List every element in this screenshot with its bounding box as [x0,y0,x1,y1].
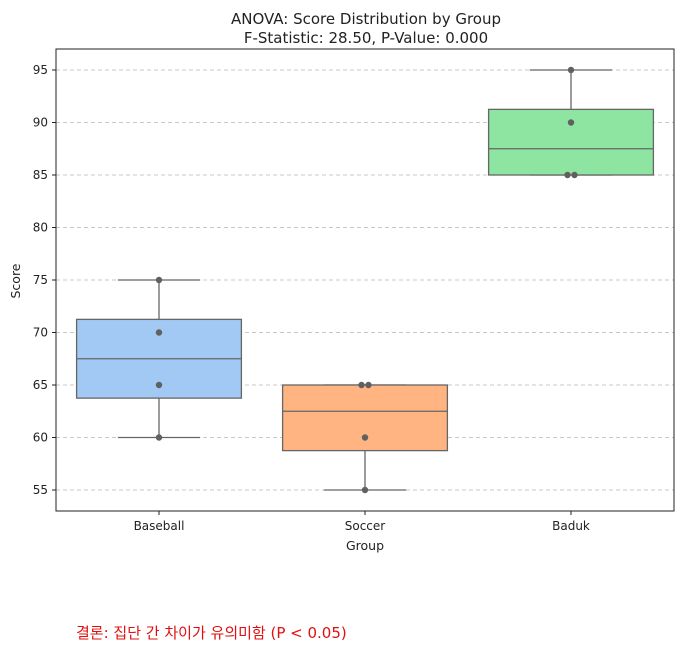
chart-subtitle: F-Statistic: 28.50, P-Value: 0.000 [244,29,488,47]
y-axis-label: Score [8,263,23,298]
y-tick-label: 70 [33,326,48,340]
box-plots [75,66,655,494]
x-tick-label: Soccer [345,519,386,533]
chart-title: ANOVA: Score Distribution by Group [231,10,501,28]
y-tick-label: 60 [33,431,48,445]
y-axis-ticks: 55 60 65 70 75 80 85 90 95 [33,63,56,497]
box-baduk [487,66,655,179]
data-point [361,434,369,441]
x-axis-ticks: Baseball Soccer Baduk [134,511,590,533]
data-point [155,329,163,336]
box-baseball [75,276,243,441]
x-tick-label: Baseball [134,519,185,533]
y-tick-label: 95 [33,63,48,77]
iqr-box [281,384,449,452]
iqr-box [487,108,655,176]
y-tick-label: 75 [33,273,48,287]
y-tick-label: 85 [33,168,48,182]
data-point [365,381,372,389]
data-point [155,434,163,441]
data-point [155,381,163,389]
y-tick-label: 80 [33,221,48,235]
y-tick-label: 55 [33,483,48,497]
y-tick-label: 90 [33,116,48,130]
data-point [567,66,575,74]
data-point [567,119,575,126]
box-soccer [281,381,449,494]
data-point [564,171,571,179]
data-point [358,381,365,389]
y-tick-label: 65 [33,378,48,392]
x-axis-label: Group [346,538,384,553]
conclusion-text: 결론: 집단 간 차이가 유의미함 (P < 0.05) [76,624,347,642]
data-point [571,171,578,179]
data-point [361,486,369,494]
x-tick-label: Baduk [552,519,590,533]
data-point [155,276,163,284]
